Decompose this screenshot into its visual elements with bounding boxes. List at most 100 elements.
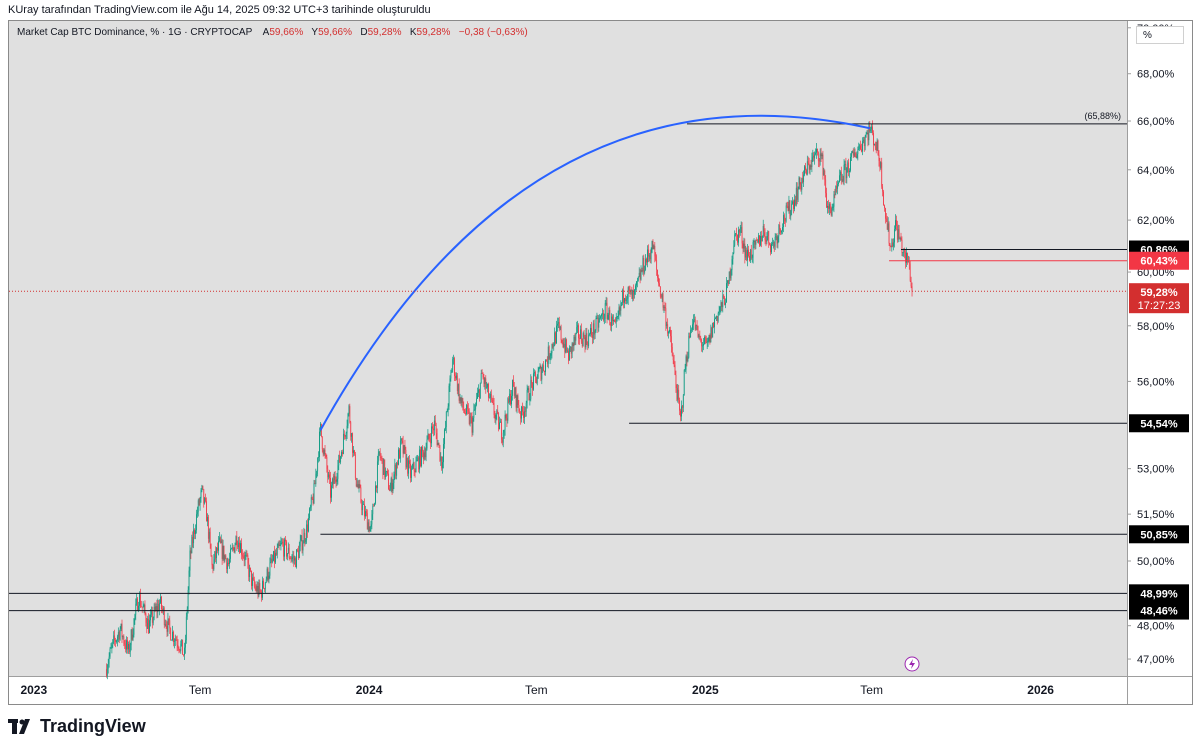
candle-body xyxy=(395,464,397,476)
candle-body xyxy=(150,611,152,615)
candle-body xyxy=(443,444,444,463)
candle-body xyxy=(908,261,910,264)
candle-body xyxy=(219,537,221,543)
percent-scale-button[interactable]: % xyxy=(1136,26,1184,44)
symbol-legend[interactable]: Market Cap BTC Dominance, % · 1G · CRYPT… xyxy=(17,27,528,38)
candle-body xyxy=(759,235,760,246)
candle-body xyxy=(546,360,547,362)
candle-body xyxy=(823,170,825,175)
candle-body xyxy=(296,549,297,568)
candle-body xyxy=(449,378,451,386)
candle-body xyxy=(241,543,242,555)
candle-body xyxy=(873,143,875,146)
candle-body xyxy=(398,449,399,465)
candle-body xyxy=(325,454,327,458)
candle-body xyxy=(532,382,534,390)
candle-body xyxy=(866,132,868,135)
candle-body xyxy=(409,460,410,464)
candle-body xyxy=(780,229,782,233)
candle-body xyxy=(201,485,203,491)
candle-body xyxy=(238,542,240,548)
y-tick-label: 48,00% xyxy=(1137,621,1175,633)
level-price-label: 50,85% xyxy=(1140,529,1178,541)
candle-body xyxy=(619,307,621,311)
candle-body xyxy=(482,373,484,378)
candle-body xyxy=(890,246,892,248)
candle-body xyxy=(392,483,394,492)
candle-body xyxy=(450,372,452,379)
candle-body xyxy=(515,387,517,408)
candle-body xyxy=(387,471,388,474)
candle-body xyxy=(539,365,541,369)
candle-body xyxy=(159,602,161,611)
candle-body xyxy=(738,229,739,243)
candle-body xyxy=(399,449,400,459)
candle-body xyxy=(732,252,734,260)
candle-body xyxy=(758,235,760,243)
candle-body xyxy=(472,417,474,433)
candle-body xyxy=(568,350,569,361)
candle-body xyxy=(831,208,833,216)
candle-body xyxy=(714,318,715,328)
candle-body xyxy=(587,342,589,347)
candle-body xyxy=(428,433,430,439)
candle-body xyxy=(671,347,673,357)
candle-body xyxy=(498,412,500,430)
candle-body xyxy=(354,450,355,455)
candle-body xyxy=(308,518,309,532)
candle-body xyxy=(815,152,816,155)
chart-canvas[interactable]: 47,00% 48,00% 50,00% 51,50% 53,00% 56,00% 58,0… xyxy=(9,21,1192,704)
x-tick-label: Tem xyxy=(189,683,212,697)
candle-body xyxy=(624,298,625,303)
candle-body xyxy=(120,623,122,629)
candle-body xyxy=(531,380,533,383)
candle-body xyxy=(783,215,784,228)
candle-body xyxy=(194,529,195,535)
candle-body xyxy=(854,152,856,157)
candle-body xyxy=(821,154,823,157)
candle-body xyxy=(106,668,108,676)
ohlc-open: 59,66% xyxy=(269,27,304,38)
candle-body xyxy=(404,445,406,450)
candle-body xyxy=(372,506,374,515)
ohlc-change: −0,38 (−0,63%) xyxy=(458,27,528,38)
candle-body xyxy=(615,318,617,323)
candle-body xyxy=(844,164,846,165)
candle-body xyxy=(839,175,840,183)
candle-body xyxy=(715,316,717,319)
candle-body xyxy=(636,280,638,282)
candle-body xyxy=(729,271,731,279)
candle-body xyxy=(730,270,732,279)
candle-body xyxy=(143,604,145,607)
candle-body xyxy=(711,327,713,338)
candle-body xyxy=(433,420,435,431)
candle-body xyxy=(589,333,590,335)
candle-body xyxy=(470,416,472,418)
candle-body xyxy=(139,594,140,606)
candle-body xyxy=(173,641,175,643)
candle-body xyxy=(745,250,747,258)
candle-body xyxy=(436,433,438,446)
candle-body xyxy=(567,350,568,352)
candle-body xyxy=(690,329,692,338)
chart-container[interactable]: 47,00% 48,00% 50,00% 51,50% 53,00% 56,00% 58,0… xyxy=(8,20,1193,705)
candle-body xyxy=(370,524,372,527)
candle-body xyxy=(897,229,899,240)
time-axis-background xyxy=(9,676,1192,704)
candle-body xyxy=(480,373,482,383)
candle-body xyxy=(588,334,590,347)
candle-body xyxy=(738,229,740,233)
candle-body xyxy=(769,243,771,245)
candle-body xyxy=(727,280,729,284)
candle-body xyxy=(161,596,162,609)
candle-body xyxy=(911,286,913,292)
candle-body xyxy=(353,450,354,453)
candle-body xyxy=(121,623,123,638)
candle-body xyxy=(708,335,710,342)
candle-body xyxy=(698,335,700,337)
candle-body xyxy=(119,628,121,640)
candle-body xyxy=(614,321,616,323)
candle-body xyxy=(760,235,761,246)
candle-body xyxy=(899,237,901,239)
candle-body xyxy=(145,613,147,623)
